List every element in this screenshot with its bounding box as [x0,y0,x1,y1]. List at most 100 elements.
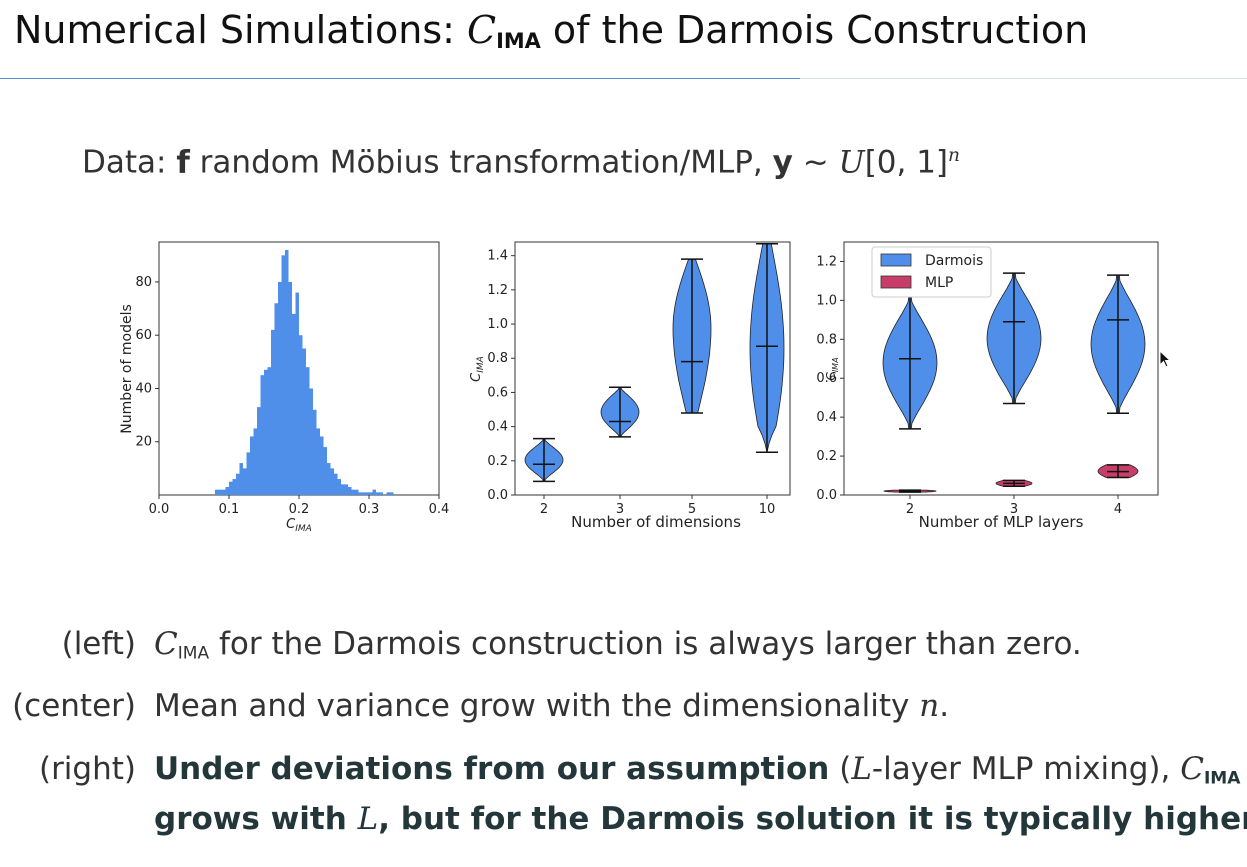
histogram-bar [390,492,394,495]
histogram-bars [215,249,394,495]
mlp-x-ticks: 2 3 4 [906,495,1122,517]
x-tick-label: 4 [1114,502,1122,517]
x-tick-label: 2 [906,502,914,517]
histogram-bar [379,492,383,495]
mlp-x-label: Number of MLP layers [919,513,1084,531]
histogram-bar [306,367,310,495]
x-tick-label: 3 [616,502,624,517]
histogram-bar [334,473,338,495]
x-tick-label: 2 [540,502,548,517]
dimensions-y-ticks: 0.0 0.2 0.4 0.6 0.8 1.0 1.2 1.4 [487,249,515,503]
histogram-bar [369,492,373,495]
histogram-bar [229,481,233,495]
title-math-sub: IMA [496,29,541,54]
histogram-bar [323,447,327,495]
mlp-legend: Darmois MLP [871,246,992,298]
histogram-bar [355,489,359,495]
histogram-bar [250,436,254,495]
histogram-bar [225,487,229,495]
histogram-bar [218,489,222,495]
histogram-bar [215,489,219,495]
histogram-bar [285,249,289,495]
histogram-bar [257,407,261,495]
histogram-bar [292,313,296,495]
legend-label-mlp: MLP [925,275,953,291]
y-tick-label: 0.4 [816,410,837,425]
bullet-text: CIMA for the Darmois construction is alw… [154,626,1082,664]
y-tick-label: 0.0 [487,488,508,503]
histogram-bar [376,492,380,495]
y-tick-label: 1.0 [816,293,837,308]
histogram-bar [232,479,236,495]
y-tick-label: 1.2 [816,254,837,269]
dimensions-violins [524,242,785,483]
title-math-c: CIMA [467,8,541,54]
histogram-bar [274,303,278,495]
dimensions-x-ticks: 2 3 5 10 [540,495,775,517]
histogram-bar [386,492,390,495]
x-tick-label: 0.1 [219,502,240,517]
bullet-label: (right) [38,751,136,787]
histogram-bar [341,484,345,495]
y-tick-label: 0.2 [487,454,508,469]
histogram-y-ticks: 20 40 60 80 [135,275,159,450]
histogram-bar [358,492,362,495]
bullet-text: Mean and variance grow with the dimensio… [154,688,950,724]
mouse-cursor-icon [1159,350,1172,368]
histogram-bar [243,468,247,495]
data-description: Data: f random Möbius transformation/MLP… [82,144,961,181]
y-tick-label: 0.4 [487,420,508,435]
y-tick-label: 80 [135,275,152,290]
legend-label-darmois: Darmois [925,253,983,269]
bullet-label: (center) [12,688,136,724]
histogram-bar [271,329,275,495]
y-tick-label: 0.8 [816,332,837,347]
histogram-bar [288,281,292,495]
dimensions-violin-chart: 0.0 0.2 0.4 0.6 0.8 1.0 1.2 1.4 2 3 5 10 Number of… [469,241,791,531]
title-suffix: of the Darmois Construction [540,8,1089,52]
histogram-bar [348,487,352,495]
histogram-bar [236,473,240,495]
x-tick-label: 10 [759,502,776,517]
histogram-bar [344,484,348,495]
x-tick-label: 0.2 [289,502,310,517]
histogram-bar [253,428,257,495]
histogram-bar [337,479,341,495]
histogram-bar [351,489,355,495]
histogram-y-label: Number of models [119,304,135,434]
bullet-text-continued: grows with L, but for the Darmois soluti… [154,801,1247,837]
histogram-bar [320,436,324,495]
dimensions-x-label: Number of dimensions [571,513,741,531]
y-tick-label: 60 [135,328,152,343]
y-tick-label: 1.0 [487,317,508,332]
mlp-layers-violin-chart: 0.0 0.2 0.4 0.6 0.8 1.0 1.2 2 3 4 Number of MLP … [816,241,1159,531]
mlp-y-label: CIMA [824,357,840,380]
title-prefix: Numerical Simulations: [14,8,467,52]
histogram-bar [267,367,271,495]
legend-swatch-mlp [880,275,912,289]
histogram-bar [313,409,317,495]
histogram-bar [264,369,268,495]
bullet-label: (left) [61,626,136,662]
y-tick-label: 0.8 [487,351,508,366]
histogram-bar [316,428,320,495]
y-tick-label: 1.4 [487,249,508,264]
y-tick-label: 0.6 [816,371,837,386]
histogram-bar [302,348,306,495]
histogram-bar [372,489,376,495]
dimensions-y-label: CIMA [469,356,486,382]
dimensions-frame [514,241,791,496]
y-tick-label: 40 [135,381,152,396]
histogram-bar [309,388,313,495]
histogram-bar [330,468,334,495]
y-tick-label: 1.2 [487,283,508,298]
legend-swatch-darmois [880,253,912,267]
histogram-bar [246,452,250,495]
histogram-bar [260,375,264,495]
title-rule [0,78,800,79]
x-tick-label: 0.0 [149,502,170,517]
histogram-bar [299,335,303,495]
mlp-y-ticks: 0.0 0.2 0.4 0.6 0.8 1.0 1.2 [816,254,844,503]
x-tick-label: 0.3 [359,502,380,517]
y-tick-label: 0.6 [487,385,508,400]
